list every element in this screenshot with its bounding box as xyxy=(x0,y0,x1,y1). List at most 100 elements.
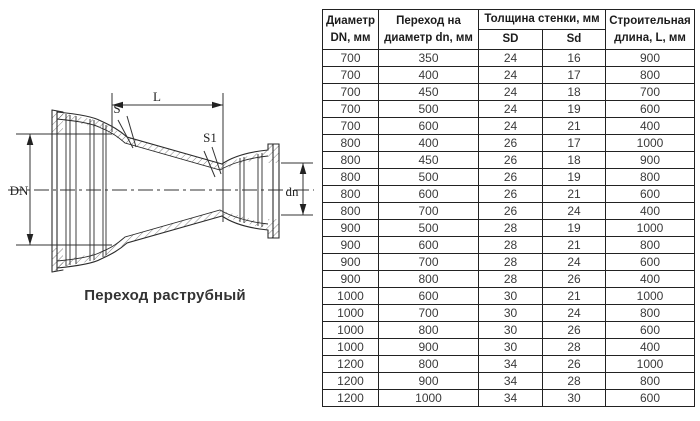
table-cell: 700 xyxy=(322,117,379,135)
table-cell: 700 xyxy=(322,66,379,84)
table-cell: 24 xyxy=(542,304,606,322)
table-cell: 26 xyxy=(542,355,606,373)
table-cell: 400 xyxy=(605,270,695,288)
table-cell: 21 xyxy=(542,287,606,305)
table-cell: 24 xyxy=(542,202,606,220)
table-row: 1200 1000 34 30 600 xyxy=(322,389,695,407)
table-cell: 1000 xyxy=(322,287,379,305)
table-cell: 19 xyxy=(542,100,606,118)
table-cell: 21 xyxy=(542,117,606,135)
table-cell: 30 xyxy=(542,389,606,407)
table-cell: 18 xyxy=(542,83,606,101)
label-S1: S1 xyxy=(203,130,217,145)
table-cell: 400 xyxy=(378,66,479,84)
table-row: 800 450 26 18 900 xyxy=(322,151,695,169)
table-cell: 350 xyxy=(378,49,479,67)
table-cell: 800 xyxy=(605,372,695,390)
dimension-DN: DN xyxy=(10,133,112,246)
table-row: 700 400 24 17 800 xyxy=(322,66,695,84)
header-wall-thickness: Толщина стенки, мм xyxy=(478,9,606,30)
table-cell: 1000 xyxy=(605,219,695,237)
dimension-L: L xyxy=(111,89,224,222)
table-cell: 700 xyxy=(605,83,695,101)
table-cell: 24 xyxy=(478,49,543,67)
table-cell: 21 xyxy=(542,185,606,203)
table-cell: 19 xyxy=(542,219,606,237)
table-cell: 17 xyxy=(542,66,606,84)
table-cell: 28 xyxy=(542,372,606,390)
table-cell: 26 xyxy=(478,202,543,220)
table-cell: 18 xyxy=(542,151,606,169)
table-header: Диаметр DN, мм Переход на диаметр dn, мм… xyxy=(322,9,695,50)
table-cell: 800 xyxy=(605,66,695,84)
table-cell: 600 xyxy=(605,321,695,339)
table-cell: 26 xyxy=(478,134,543,152)
table-row: 700 600 24 21 400 xyxy=(322,117,695,135)
table-cell: 800 xyxy=(322,202,379,220)
table-body: 700 350 24 16 900 700 400 24 17 800 700 450 24 18 700 7… xyxy=(322,49,695,407)
table-cell: 700 xyxy=(378,253,479,271)
table-row: 900 800 28 26 400 xyxy=(322,270,695,288)
header-sd-inner: Sd xyxy=(542,29,606,50)
table-cell: 24 xyxy=(478,117,543,135)
table-cell: 34 xyxy=(478,355,543,373)
table-row: 700 500 24 19 600 xyxy=(322,100,695,118)
table-cell: 600 xyxy=(378,287,479,305)
table-row: 1000 700 30 24 800 xyxy=(322,304,695,322)
table-row: 800 500 26 19 800 xyxy=(322,168,695,186)
table-cell: 450 xyxy=(378,151,479,169)
table-cell: 900 xyxy=(322,236,379,254)
table-row: 900 500 28 19 1000 xyxy=(322,219,695,237)
header-sd-outer: SD xyxy=(478,29,543,50)
table-cell: 700 xyxy=(322,83,379,101)
reducer-drawing: L DN dn S xyxy=(0,0,322,421)
table-row: 700 450 24 18 700 xyxy=(322,83,695,101)
callout-S1: S1 xyxy=(203,130,222,178)
table-row: 900 600 28 21 800 xyxy=(322,236,695,254)
wall-hatching xyxy=(52,110,279,272)
drawing-caption: Переход раструбный xyxy=(84,287,246,304)
table-cell: 26 xyxy=(542,270,606,288)
table-cell: 400 xyxy=(378,134,479,152)
table-cell: 24 xyxy=(478,66,543,84)
table-cell: 800 xyxy=(322,168,379,186)
table-cell: 30 xyxy=(478,321,543,339)
table-cell: 800 xyxy=(322,151,379,169)
table-cell: 34 xyxy=(478,372,543,390)
table-cell: 26 xyxy=(478,151,543,169)
table-cell: 28 xyxy=(478,236,543,254)
table-cell: 800 xyxy=(378,321,479,339)
table-cell: 1200 xyxy=(322,389,379,407)
table-cell: 600 xyxy=(605,389,695,407)
table-cell: 17 xyxy=(542,134,606,152)
table-cell: 600 xyxy=(378,185,479,203)
table-row: 1000 800 30 26 600 xyxy=(322,321,695,339)
table-cell: 900 xyxy=(378,338,479,356)
label-DN: DN xyxy=(10,183,29,198)
header-diameter: Диаметр DN, мм xyxy=(322,9,379,50)
table-cell: 30 xyxy=(478,287,543,305)
table-cell: 28 xyxy=(478,219,543,237)
table-cell: 26 xyxy=(478,185,543,203)
table-cell: 1000 xyxy=(605,287,695,305)
table-cell: 600 xyxy=(605,185,695,203)
table-row: 700 350 24 16 900 xyxy=(322,49,695,67)
table-cell: 900 xyxy=(322,253,379,271)
table-cell: 24 xyxy=(478,83,543,101)
table-row: 800 700 26 24 400 xyxy=(322,202,695,220)
table-cell: 28 xyxy=(478,253,543,271)
table-cell: 600 xyxy=(605,253,695,271)
table-cell: 800 xyxy=(322,134,379,152)
table-row: 1200 800 34 26 1000 xyxy=(322,355,695,373)
table-cell: 1200 xyxy=(322,355,379,373)
table-row: 800 400 26 17 1000 xyxy=(322,134,695,152)
table-cell: 1000 xyxy=(378,389,479,407)
table-cell: 800 xyxy=(605,168,695,186)
label-S: S xyxy=(113,101,120,116)
table-cell: 700 xyxy=(322,49,379,67)
table-cell: 600 xyxy=(605,100,695,118)
table-cell: 800 xyxy=(605,304,695,322)
table-cell: 28 xyxy=(542,338,606,356)
table-cell: 1200 xyxy=(322,372,379,390)
